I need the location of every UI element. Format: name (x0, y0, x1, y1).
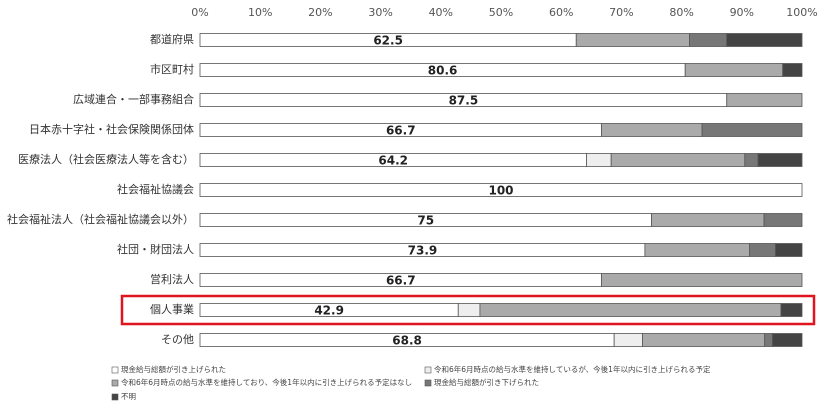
legend-label: 現金給与総額が引き下げられた (434, 377, 539, 387)
x-tick-label: 80% (669, 6, 693, 19)
legend-swatch (424, 366, 432, 374)
x-tick-label: 70% (609, 6, 633, 19)
bar-segment (701, 123, 803, 137)
legend-swatch (111, 393, 119, 401)
bar-segment (726, 93, 803, 107)
legend-label: 不明 (121, 392, 136, 401)
bar-segment (601, 273, 803, 287)
category-label: 社会福祉協議会 (117, 182, 194, 196)
bar-segment (642, 333, 766, 347)
bar-segment (772, 333, 803, 347)
bar-segment (613, 333, 643, 347)
x-tick-label: 50% (489, 6, 513, 19)
category-label: 広域連合・一部事務組合 (73, 92, 194, 106)
category-label: 市区町村 (150, 62, 194, 76)
bar-segment (726, 33, 803, 47)
value-label: 100 (488, 184, 513, 198)
x-tick-label: 90% (730, 6, 754, 19)
bar-segment (763, 213, 803, 227)
x-tick-label: 60% (549, 6, 573, 19)
bar-segment (689, 33, 728, 47)
category-label: 社会福祉法人（社会福祉協議会以外） (7, 212, 194, 226)
x-tick-label: 100% (786, 6, 817, 19)
value-label: 73.9 (408, 244, 438, 258)
x-tick-label: 0% (191, 6, 208, 19)
category-label: その他 (161, 333, 194, 346)
legend-label: 令和6年6月時点の給与水準を維持しており、今後1年以内に引き上げられる予定はなし (121, 377, 412, 387)
legend-swatch (111, 366, 119, 374)
value-label: 42.9 (314, 304, 344, 318)
value-label: 68.8 (392, 334, 422, 348)
bar-segment (644, 243, 751, 257)
bar-segment (757, 153, 803, 167)
bar-segment (601, 123, 703, 137)
bar-segment (199, 183, 803, 197)
value-label: 62.5 (373, 34, 403, 48)
bar-segment (744, 153, 759, 167)
bar-segment (651, 213, 765, 227)
category-label: 営利法人 (150, 272, 194, 286)
value-label: 66.7 (386, 274, 416, 288)
value-label: 66.7 (386, 124, 416, 138)
bar-segment (775, 243, 803, 257)
bar-segment (764, 333, 773, 347)
x-tick-label: 10% (248, 6, 272, 19)
x-tick-label: 40% (429, 6, 453, 19)
highlight-box (120, 294, 816, 326)
category-label: 医療法人（社会医療法人等を含む） (18, 152, 194, 166)
legend-swatch (111, 379, 119, 387)
legend-label: 令和6年6月時点の給与水準を維持しているが、今後1年以内に引き上げられる予定 (434, 364, 711, 374)
category-label: 日本赤十字社・社会保険関係団体 (29, 122, 194, 136)
value-label: 75 (417, 214, 434, 228)
bar-segment (457, 303, 481, 317)
legend-label: 現金給与総額が引き上げられた (121, 364, 226, 374)
bar-segment (575, 33, 690, 47)
category-label: 個人事業 (150, 303, 194, 316)
category-label: 都道府県 (150, 32, 194, 46)
bar-segment (479, 303, 782, 317)
value-label: 80.6 (428, 64, 458, 78)
bar-segment (749, 243, 776, 257)
value-label: 64.2 (378, 154, 408, 168)
x-tick-label: 20% (308, 6, 332, 19)
x-tick-label: 30% (368, 6, 392, 19)
bar-segment (780, 303, 803, 317)
bar-segment (610, 153, 746, 167)
bar-segment (782, 63, 803, 77)
value-label: 87.5 (449, 94, 479, 108)
bar-segment (684, 63, 784, 77)
legend-swatch (424, 379, 432, 387)
bar-segment (586, 153, 612, 167)
category-label: 社団・財団法人 (117, 242, 194, 256)
